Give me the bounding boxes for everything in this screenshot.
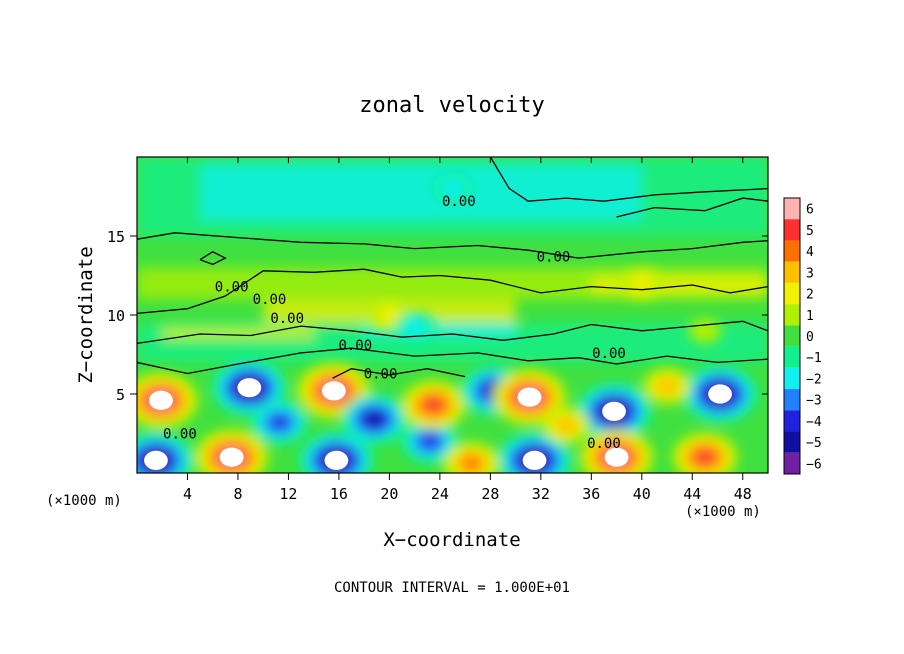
heatmap-field: 0.000.000.000.000.000.00 0.000.000.000.00 [137, 157, 768, 473]
zero-contour [199, 251, 227, 266]
x-tick-label: 12 [279, 485, 297, 503]
zero-contour [137, 268, 768, 315]
colorbar-swatch [784, 325, 800, 347]
y-tick-label: 5 [116, 386, 125, 404]
x-axis-unit-right: (×1000 m) [685, 504, 761, 520]
zero-contour [137, 320, 768, 345]
velocity-feature [432, 173, 473, 205]
colorbar-tick-label: 3 [806, 266, 814, 281]
x-tick-label: 44 [683, 485, 701, 503]
x-tick-label: 48 [734, 485, 752, 503]
velocity-core [219, 447, 244, 467]
zero-contour [137, 347, 768, 375]
contour-label: 0.00 [338, 338, 372, 354]
velocity-feature [394, 312, 436, 344]
y-axis-label: Z−coordinate [75, 246, 97, 383]
contour-label: 0.00 [592, 346, 626, 362]
colorbar-swatch [784, 346, 800, 368]
colorbar-tick-label: −4 [806, 415, 822, 430]
contour-label: 0.00 [587, 436, 621, 452]
colorbar-tick-label: −3 [806, 394, 822, 409]
velocity-core [708, 384, 732, 404]
velocity-core [144, 450, 168, 470]
x-tick-label: 32 [532, 485, 550, 503]
x-tick-label: 4 [183, 485, 192, 503]
colorbar-swatch [784, 367, 800, 390]
colorbar-frame [783, 197, 801, 475]
velocity-feature [642, 367, 692, 405]
contour-label: 0.00 [253, 292, 287, 308]
x-axis-label: X−coordinate [383, 529, 520, 551]
colorbar-swatch [784, 389, 800, 411]
velocity-core [604, 447, 629, 467]
colorbar-tick-label: 5 [806, 224, 814, 239]
colorbar-tick-label: 0 [806, 330, 814, 345]
contour-label: 0.00 [215, 280, 249, 296]
velocity-feature [621, 268, 663, 299]
velocity-feature [541, 407, 591, 445]
colorbar-swatch [784, 431, 800, 453]
colorbar-tick-label: −5 [806, 436, 822, 451]
contour-label: 0.00 [537, 250, 571, 266]
contour-label: 0.00 [270, 311, 304, 327]
velocity-core [517, 387, 542, 407]
colorbar-tick-label: −2 [806, 372, 822, 387]
colorbar-tick-label: 6 [806, 203, 814, 218]
velocity-core [602, 401, 626, 421]
contour-label: 0.00 [163, 427, 197, 443]
y-axis: 5 10 15 [107, 228, 768, 404]
field-band [162, 327, 314, 339]
colorbar-swatch [784, 198, 800, 220]
colorbar-tick-label: 2 [806, 288, 814, 303]
velocity-feature [688, 318, 722, 343]
x-tick-label: 28 [481, 485, 499, 503]
x-axis-unit-left: (×1000 m) [46, 493, 122, 509]
velocity-core [522, 450, 547, 470]
contour-label: 0.00 [442, 194, 476, 210]
zero-contour [489, 157, 768, 202]
x-tick-label: 36 [582, 485, 600, 503]
velocity-feature [671, 432, 738, 473]
x-tick-label: 40 [633, 485, 651, 503]
colorbar-tick-label: −1 [806, 351, 822, 366]
x-axis: 4 8 12 16 20 24 28 32 36 40 44 48 [183, 157, 752, 503]
y-tick-label: 15 [107, 228, 125, 246]
colorbar-tick-label: −6 [806, 457, 822, 472]
contour-interval-note: CONTOUR INTERVAL = 1.000E+01 [334, 580, 570, 596]
colorbar-tick-label: 1 [806, 309, 814, 324]
velocity-feature [341, 394, 408, 445]
velocity-feature [400, 380, 467, 431]
y-tick-label: 10 [107, 307, 125, 325]
colorbar-swatch [784, 304, 800, 326]
colorbar: 6 5 4 3 2 1 0 −1 −2 −3 −4 −5 −6 [783, 197, 822, 475]
colorbar-swatch [784, 452, 800, 474]
velocity-core [149, 390, 173, 410]
colorbar-swatch [784, 219, 800, 241]
velocity-feature [250, 400, 309, 445]
zero-contour [332, 368, 466, 379]
velocity-core [237, 378, 262, 398]
colorbar-tick-label: 4 [806, 245, 814, 260]
velocity-core [324, 450, 349, 470]
colorbar-swatch [784, 240, 800, 262]
colorbar-swatch [784, 282, 800, 305]
zero-contour [137, 232, 768, 259]
field-band [200, 164, 642, 221]
velocity-feature [442, 441, 501, 473]
zero-contour [616, 197, 768, 218]
colorbar-swatch [784, 410, 800, 432]
velocity-feature [400, 419, 459, 464]
colorbar-swatch [784, 261, 800, 283]
x-tick-label: 8 [233, 485, 242, 503]
contour-label: 0.00 [364, 366, 398, 382]
x-tick-label: 24 [431, 485, 449, 503]
chart-title: zonal velocity [359, 93, 544, 118]
x-tick-label: 20 [380, 485, 398, 503]
velocity-core [321, 381, 346, 401]
x-tick-label: 16 [330, 485, 348, 503]
